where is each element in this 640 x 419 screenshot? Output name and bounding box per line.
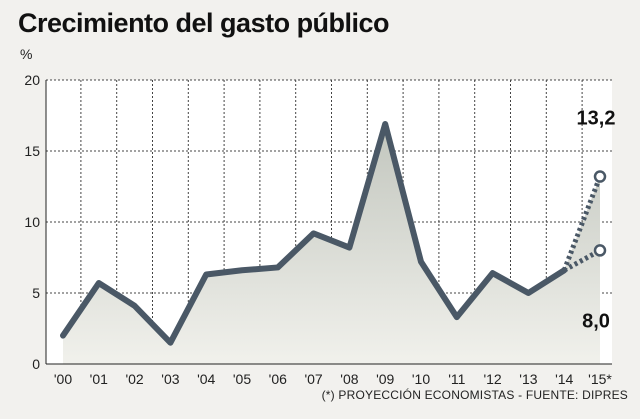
x-tick-label: '13 <box>519 371 537 387</box>
series-line <box>60 121 568 346</box>
x-tick-label: '11 <box>448 371 465 387</box>
y-axis-unit: % <box>20 46 33 62</box>
y-tick-label: 5 <box>32 285 40 301</box>
x-tick-label: '01 <box>90 371 108 387</box>
projection-line <box>562 248 602 273</box>
x-tick-label: '10 <box>412 371 430 387</box>
x-tick-label: '04 <box>197 371 215 387</box>
x-tick-label: '02 <box>125 371 143 387</box>
source-footnote: (*) PROYECCIÓN ECONOMISTAS - FUENTE: DIP… <box>321 388 628 402</box>
axes: 0 5 10 15 20 '00 '01 '02 '03 '04 '05 '06 '07 '08 '09 '1… <box>24 72 612 387</box>
y-tick-label: 15 <box>24 143 40 159</box>
x-tick-label: '14 <box>555 371 573 387</box>
y-tick-label: 0 <box>32 356 40 372</box>
projection-point <box>593 170 607 183</box>
projection-line <box>561 175 603 272</box>
projection-point <box>593 244 607 257</box>
x-tick-label: '06 <box>269 371 287 387</box>
y-tick-label: 10 <box>24 214 40 230</box>
projection-label: 13,2 <box>577 108 616 130</box>
labels: 13,2 8,0 <box>577 108 616 333</box>
x-tick-label: '03 <box>161 371 179 387</box>
projection-lines <box>561 170 607 273</box>
projection-label: 8,0 <box>582 310 610 332</box>
area-fill <box>63 124 600 365</box>
x-tick-label: '08 <box>340 371 358 387</box>
x-tick-label: '05 <box>233 371 251 387</box>
x-tick-label: '09 <box>376 371 394 387</box>
y-tick-label: 20 <box>24 72 40 88</box>
chart-title: Crecimiento del gasto público <box>18 8 390 38</box>
x-tick-label: '07 <box>304 371 322 387</box>
x-tick-label: '12 <box>483 371 501 387</box>
x-tick-label: '00 <box>54 371 72 387</box>
x-tick-label: '15* <box>588 371 612 387</box>
